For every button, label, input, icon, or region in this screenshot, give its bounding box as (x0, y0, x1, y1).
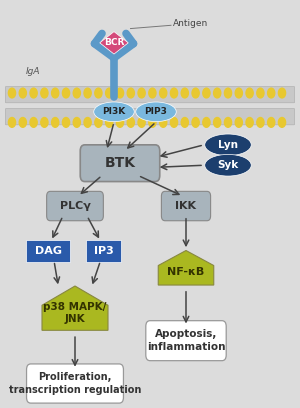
Circle shape (19, 118, 26, 127)
Circle shape (62, 88, 70, 98)
Circle shape (138, 88, 145, 98)
Circle shape (30, 118, 37, 127)
FancyBboxPatch shape (146, 321, 226, 361)
Ellipse shape (136, 102, 176, 122)
Circle shape (138, 118, 145, 127)
Circle shape (41, 88, 48, 98)
Ellipse shape (94, 102, 134, 122)
Text: NF-κB: NF-κB (167, 266, 205, 277)
Circle shape (8, 88, 16, 98)
Circle shape (84, 88, 91, 98)
Circle shape (127, 88, 134, 98)
Circle shape (84, 118, 91, 127)
Text: IP3: IP3 (94, 246, 113, 256)
Circle shape (160, 118, 167, 127)
Circle shape (278, 118, 286, 127)
Circle shape (19, 88, 26, 98)
Circle shape (257, 118, 264, 127)
Circle shape (181, 88, 188, 98)
Circle shape (41, 118, 48, 127)
Text: Apoptosis,
inflammation: Apoptosis, inflammation (147, 330, 225, 352)
Circle shape (235, 118, 242, 127)
FancyBboxPatch shape (161, 191, 211, 221)
Circle shape (203, 88, 210, 98)
FancyBboxPatch shape (27, 364, 124, 403)
Circle shape (52, 118, 59, 127)
Polygon shape (158, 251, 214, 285)
Circle shape (203, 118, 210, 127)
Text: IKK: IKK (176, 201, 197, 211)
Circle shape (160, 88, 167, 98)
Text: DAG: DAG (34, 246, 62, 256)
Text: p38 MAPK/
JNK: p38 MAPK/ JNK (43, 302, 107, 324)
Polygon shape (100, 32, 128, 54)
Circle shape (95, 118, 102, 127)
Circle shape (268, 118, 275, 127)
FancyBboxPatch shape (80, 145, 160, 182)
Circle shape (52, 88, 59, 98)
Text: Lyn: Lyn (218, 140, 238, 150)
Text: PI3K: PI3K (102, 107, 126, 116)
Circle shape (116, 88, 124, 98)
Polygon shape (42, 286, 108, 330)
Circle shape (235, 88, 242, 98)
Text: Proliferation,
transcription regulation: Proliferation, transcription regulation (9, 373, 141, 395)
Text: PLCγ: PLCγ (60, 201, 90, 211)
Circle shape (149, 118, 156, 127)
Circle shape (116, 118, 124, 127)
Text: Syk: Syk (218, 160, 239, 170)
Circle shape (181, 118, 188, 127)
Text: PIP3: PIP3 (145, 107, 167, 116)
Circle shape (95, 88, 102, 98)
Circle shape (30, 88, 37, 98)
Circle shape (268, 88, 275, 98)
Circle shape (224, 88, 232, 98)
Circle shape (62, 118, 70, 127)
Circle shape (127, 118, 134, 127)
Circle shape (170, 118, 178, 127)
FancyBboxPatch shape (46, 191, 103, 221)
Ellipse shape (205, 154, 251, 176)
Circle shape (73, 88, 80, 98)
Circle shape (192, 118, 199, 127)
Circle shape (170, 88, 178, 98)
Circle shape (224, 118, 232, 127)
FancyBboxPatch shape (86, 240, 121, 262)
Circle shape (278, 88, 286, 98)
Circle shape (246, 88, 253, 98)
Circle shape (257, 88, 264, 98)
Circle shape (73, 118, 80, 127)
Text: IgA: IgA (26, 67, 40, 76)
FancyBboxPatch shape (5, 109, 295, 125)
Circle shape (246, 118, 253, 127)
Circle shape (8, 118, 16, 127)
Ellipse shape (205, 134, 251, 155)
Circle shape (214, 88, 221, 98)
Circle shape (106, 88, 113, 98)
Circle shape (149, 88, 156, 98)
Text: BTK: BTK (104, 156, 136, 170)
FancyBboxPatch shape (5, 86, 295, 103)
Circle shape (214, 118, 221, 127)
Circle shape (106, 118, 113, 127)
Text: Antigen: Antigen (172, 19, 208, 28)
Circle shape (192, 88, 199, 98)
FancyBboxPatch shape (26, 240, 70, 262)
Text: BCR: BCR (104, 38, 124, 47)
